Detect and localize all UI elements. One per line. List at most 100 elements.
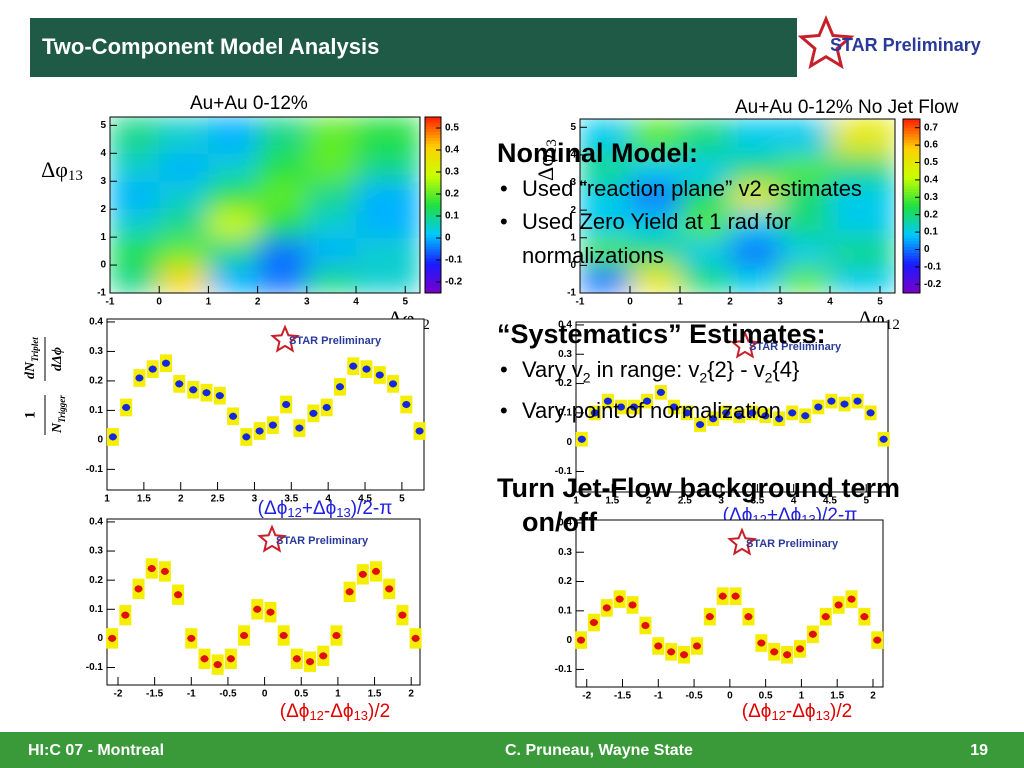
label-part: (Δϕ bbox=[280, 701, 310, 722]
x-tick-label: 0 bbox=[262, 689, 268, 700]
data-point bbox=[200, 655, 209, 663]
star-logo bbox=[727, 527, 757, 556]
heatmap-cell bbox=[208, 153, 259, 182]
y-tick-label: 2 bbox=[100, 204, 106, 215]
colorbar-segment bbox=[425, 207, 441, 212]
x-tick-label: 0.5 bbox=[294, 689, 308, 700]
x-tick-label: 0 bbox=[727, 691, 733, 702]
data-point bbox=[860, 613, 869, 621]
colorbar-segment bbox=[903, 136, 920, 140]
heatmap-cell bbox=[356, 237, 420, 266]
heatmap-cell bbox=[110, 117, 160, 154]
colorbar-segment bbox=[903, 153, 920, 158]
x-tick-label: 2 bbox=[870, 691, 876, 702]
y-label-part: 1 bbox=[22, 411, 38, 419]
heatmap-cell bbox=[356, 181, 420, 210]
data-point bbox=[718, 592, 727, 600]
colorbar-frame bbox=[424, 116, 442, 294]
colorbar-segment bbox=[425, 137, 441, 141]
colorbar-segment bbox=[425, 263, 441, 268]
heatmap-cell bbox=[159, 237, 209, 266]
y-tick-label: 0.4 bbox=[558, 518, 572, 529]
x-tick-label: 1 bbox=[799, 691, 805, 702]
colorbar-segment bbox=[425, 161, 441, 165]
colorbar-segment bbox=[425, 213, 441, 218]
colorbar-segment bbox=[903, 269, 920, 274]
data-point bbox=[362, 365, 371, 373]
colorbar-tick-label: 0.4 bbox=[445, 145, 459, 156]
data-point bbox=[345, 588, 354, 596]
colorbar-segment bbox=[903, 159, 920, 163]
heatmap-cell bbox=[208, 237, 259, 266]
colorbar-segment bbox=[903, 237, 920, 242]
y-tick-label: 0.1 bbox=[89, 604, 103, 615]
data-point bbox=[108, 433, 117, 441]
y-tick-label: 3 bbox=[100, 176, 106, 187]
y-label-part: dNTriplet bbox=[23, 337, 40, 379]
heatmap-cell bbox=[257, 209, 308, 238]
heatmap-cell bbox=[680, 119, 731, 156]
label-part: 12 bbox=[287, 505, 301, 520]
colorbar-segment bbox=[903, 124, 920, 129]
data-point bbox=[641, 621, 650, 629]
colorbar-segment bbox=[903, 249, 920, 253]
colorbar-segment bbox=[425, 272, 441, 276]
colorbar-segment bbox=[903, 240, 920, 245]
data-point bbox=[266, 608, 275, 616]
heatmap-cell bbox=[306, 237, 357, 266]
y-tick-label: 4 bbox=[570, 150, 576, 161]
star-logo bbox=[797, 15, 855, 70]
colorbar-segment bbox=[425, 181, 441, 185]
data-point bbox=[873, 636, 882, 644]
x-tick-label: -1 bbox=[654, 691, 663, 702]
colorbar-segment bbox=[425, 131, 441, 136]
bullet-text: Vary point of normalization bbox=[522, 398, 781, 424]
colorbar-segment bbox=[903, 165, 920, 169]
label-part: 13 bbox=[336, 505, 350, 520]
y-tick-label: -0.1 bbox=[86, 662, 104, 673]
heatmap-cell bbox=[356, 153, 420, 182]
heatmap-cell bbox=[306, 265, 357, 293]
data-point bbox=[757, 639, 766, 647]
y-tick-label: -1 bbox=[567, 288, 576, 299]
colorbar-segment bbox=[903, 258, 920, 262]
data-point bbox=[148, 365, 157, 373]
heatmap-cell bbox=[208, 181, 259, 210]
x-tick-label: 5 bbox=[863, 496, 869, 507]
section: Nominal Model: Used “reaction plane” v2 e… bbox=[497, 136, 977, 273]
colorbar-segment bbox=[903, 261, 920, 265]
data-point bbox=[306, 658, 315, 666]
colorbar-segment bbox=[903, 119, 920, 123]
data-point bbox=[731, 592, 740, 600]
data-point bbox=[879, 435, 888, 443]
colorbar-tick-label: -0.2 bbox=[924, 279, 942, 290]
header-bar bbox=[30, 18, 797, 77]
heatmap-cell bbox=[110, 265, 160, 293]
data-point bbox=[628, 601, 637, 609]
colorbar-segment bbox=[425, 125, 441, 130]
colorbar-segment bbox=[425, 251, 441, 256]
x-tick-label: 1 bbox=[335, 689, 341, 700]
bullet: Used Zero Yield at 1 rad for normalizati… bbox=[500, 205, 882, 273]
x-axis-label: (Δϕ12+Δϕ13)/2-π bbox=[258, 498, 393, 520]
colorbar-segment bbox=[425, 219, 441, 224]
x-tick-label: 5 bbox=[399, 494, 405, 505]
section-heading: Nominal Model: bbox=[497, 138, 698, 168]
y-tick-label: 0.4 bbox=[89, 317, 103, 328]
colorbar-segment bbox=[903, 214, 920, 219]
colorbar-segment bbox=[425, 275, 441, 279]
y-tick-label: 0 bbox=[97, 633, 103, 644]
colorbar-segment bbox=[903, 229, 920, 233]
colorbar-segment bbox=[425, 190, 441, 194]
x-tick-label: 3.5 bbox=[750, 496, 764, 507]
colorbar-segment bbox=[425, 210, 441, 215]
colorbar-segment bbox=[903, 281, 920, 285]
colorbar-segment bbox=[425, 202, 441, 206]
data-point bbox=[226, 655, 235, 663]
data-point bbox=[770, 648, 779, 656]
label-part: Triplet bbox=[30, 337, 40, 362]
data-point bbox=[795, 645, 804, 653]
colorbar-segment bbox=[425, 228, 441, 232]
data-point bbox=[122, 403, 131, 411]
label-part: (Δϕ bbox=[258, 498, 288, 519]
